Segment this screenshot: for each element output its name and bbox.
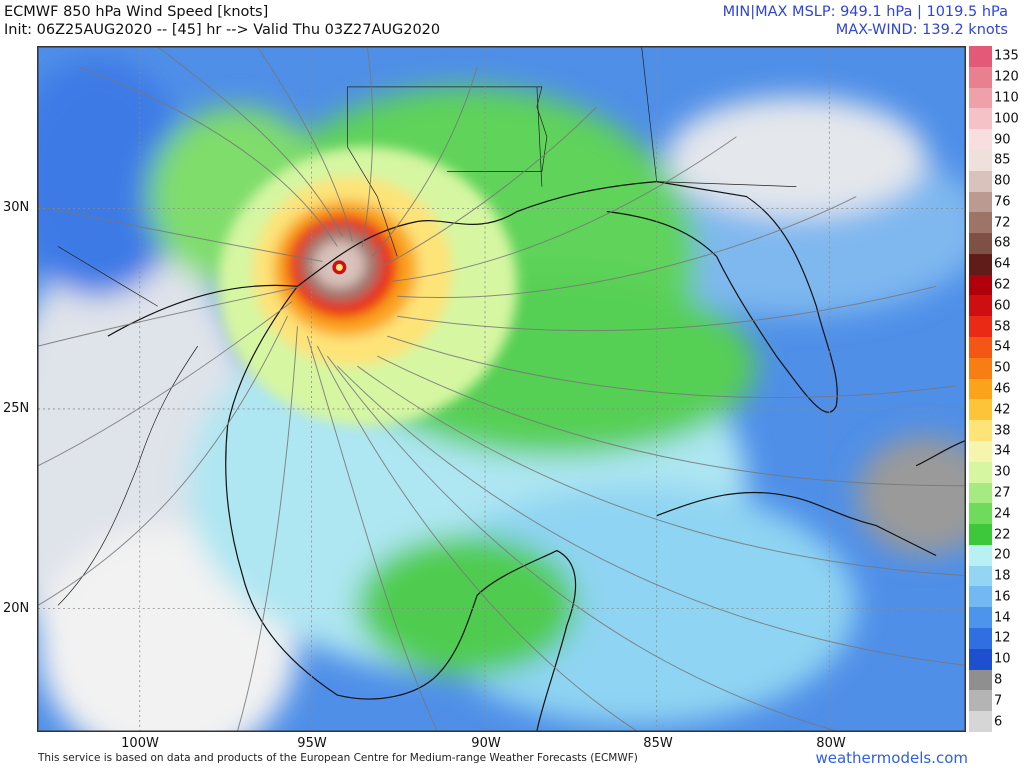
colorbar-cell	[969, 357, 992, 380]
colorbar-cell	[969, 149, 992, 172]
colorbar-cell	[969, 607, 992, 629]
lat-label-25n: 25N	[3, 401, 30, 416]
colorbar-label: 16	[994, 589, 1011, 605]
colorbar-cell	[969, 669, 992, 691]
colorbar-label: 64	[994, 256, 1011, 272]
colorbar-label: 46	[994, 381, 1011, 397]
colorbar	[969, 46, 992, 733]
streamlines	[38, 47, 965, 731]
colorbar-label: 12	[994, 630, 1011, 646]
colorbar-label: 135	[994, 48, 1019, 64]
colorbar-cell	[969, 129, 992, 151]
colorbar-cell	[969, 212, 992, 234]
colorbar-label: 54	[994, 339, 1011, 355]
colorbar-cell	[969, 191, 992, 213]
colorbar-cell	[969, 628, 992, 650]
coastlines	[107, 181, 965, 731]
colorbar-label: 90	[994, 132, 1011, 148]
colorbar-label: 85	[994, 152, 1011, 168]
colorbar-label: 60	[994, 298, 1011, 314]
colorbar-label: 58	[994, 319, 1011, 335]
colorbar-cell	[969, 274, 992, 296]
graticule	[38, 47, 965, 731]
colorbar-label: 14	[994, 610, 1011, 626]
colorbar-label: 30	[994, 464, 1011, 480]
lon-label-85w: 85W	[643, 736, 673, 751]
colorbar-label: 100	[994, 111, 1019, 127]
colorbar-cell	[969, 253, 992, 276]
colorbar-label: 6	[994, 714, 1003, 730]
colorbar-label: 50	[994, 360, 1011, 376]
colorbar-cell	[969, 524, 992, 546]
colorbar-cell	[969, 108, 992, 130]
hurricane-core	[217, 146, 517, 426]
colorbar-label: 27	[994, 485, 1011, 501]
attribution-text: This service is based on data and produc…	[38, 752, 638, 764]
colorbar-cell	[969, 66, 992, 89]
borders	[57, 47, 797, 606]
colorbar-cell	[969, 233, 992, 255]
colorbar-cell	[969, 690, 992, 712]
colorbar-label: 68	[994, 235, 1011, 251]
colorbar-cell	[969, 399, 992, 421]
lon-label-95w: 95W	[297, 736, 327, 751]
colorbar-label: 18	[994, 568, 1011, 584]
colorbar-label: 76	[994, 194, 1011, 210]
colorbar-cell	[969, 544, 992, 567]
lon-label-80w: 80W	[816, 736, 846, 751]
colorbar-cell	[969, 378, 992, 400]
colorbar-cell	[969, 482, 992, 504]
colorbar-label: 7	[994, 693, 1003, 709]
colorbar-cell	[969, 295, 992, 317]
colorbar-cell	[969, 87, 992, 109]
colorbar-cell	[969, 337, 992, 359]
wind-speed-map	[37, 46, 966, 732]
lat-label-20n: 20N	[3, 601, 30, 616]
init-valid-time: Init: 06Z25AUG2020 -- [45] hr --> Valid …	[4, 22, 441, 38]
colorbar-label: 34	[994, 443, 1011, 459]
colorbar-label: 72	[994, 215, 1011, 231]
colorbar-label: 24	[994, 506, 1011, 522]
colorbar-label: 38	[994, 423, 1011, 439]
colorbar-label: 120	[994, 69, 1019, 85]
colorbar-cell	[969, 440, 992, 463]
colorbar-cell	[969, 648, 992, 671]
colorbar-cell	[969, 586, 992, 608]
colorbar-label: 20	[994, 547, 1011, 563]
max-wind: MAX-WIND: 139.2 knots	[835, 22, 1008, 38]
colorbar-cell	[969, 565, 992, 587]
site-link[interactable]: weathermodels.com	[815, 749, 968, 767]
lon-label-100w: 100W	[121, 736, 159, 751]
colorbar-label: 110	[994, 90, 1019, 106]
colorbar-label: 42	[994, 402, 1011, 418]
colorbar-cell	[969, 461, 992, 484]
colorbar-cell	[969, 420, 992, 442]
colorbar-cell	[969, 711, 992, 733]
colorbar-label: 62	[994, 277, 1011, 293]
colorbar-cell	[969, 503, 992, 525]
colorbar-cell	[969, 170, 992, 192]
colorbar-label: 80	[994, 173, 1011, 189]
colorbar-cell	[969, 316, 992, 338]
lon-label-90w: 90W	[471, 736, 501, 751]
colorbar-label: 8	[994, 672, 1003, 688]
map-title: ECMWF 850 hPa Wind Speed [knots]	[4, 4, 269, 20]
lat-label-30n: 30N	[3, 200, 30, 215]
colorbar-label: 22	[994, 527, 1011, 542]
colorbar-cell	[969, 46, 992, 68]
mslp-range: MIN|MAX MSLP: 949.1 hPa | 1019.5 hPa	[722, 4, 1008, 20]
colorbar-label: 10	[994, 651, 1011, 667]
